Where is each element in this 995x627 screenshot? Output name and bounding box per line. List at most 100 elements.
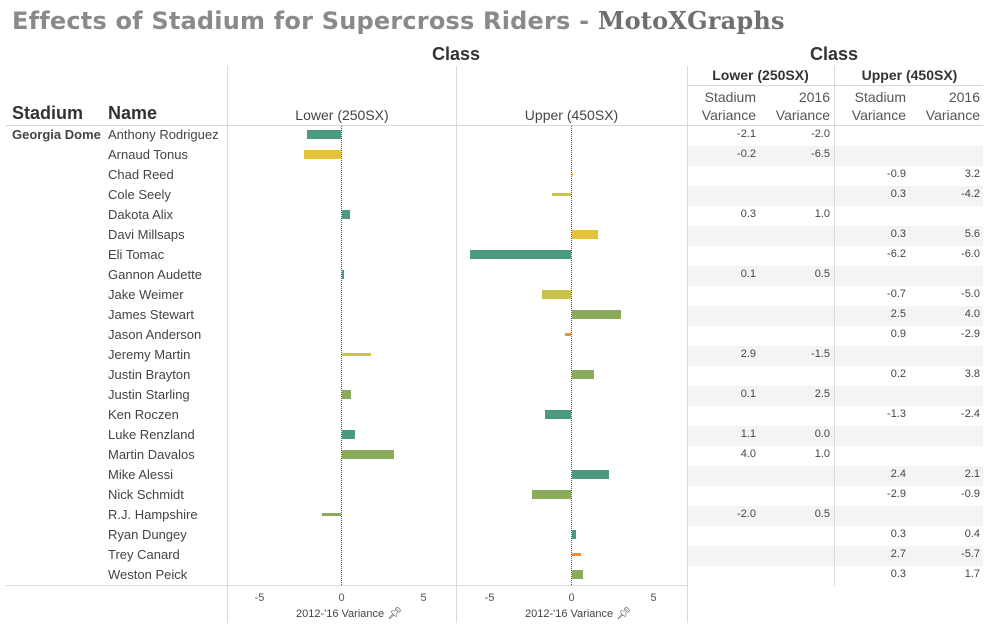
variance-bar[interactable] (541, 290, 572, 299)
rider-name: Anthony Rodriguez (108, 127, 219, 142)
variance-bar[interactable] (571, 570, 583, 579)
year-variance-value: -6.0 (961, 248, 980, 260)
year-variance-value: 1.0 (814, 208, 830, 220)
pin-icon[interactable]: 📌︎ (387, 606, 403, 620)
upper-2016-variance-header: 2016 Variance (925, 89, 980, 123)
variance-bar[interactable] (571, 553, 582, 556)
table-row-band (688, 226, 983, 246)
stadium-variance-value: 4.0 (740, 448, 756, 460)
divider-line (687, 66, 688, 623)
upper-pane-label: Upper (450SX) (524, 107, 619, 123)
stadium-variance-value: -2.9 (887, 488, 906, 500)
rider-name: Justin Starling (108, 387, 190, 402)
variance-bar[interactable] (564, 333, 572, 336)
rider-name: Luke Renzland (108, 427, 195, 442)
lower-pane-label: Lower (250SX) (295, 107, 389, 123)
variance-bar[interactable] (341, 270, 344, 279)
rider-name: Mike Alessi (108, 467, 174, 482)
variance-bar[interactable] (571, 173, 574, 176)
variance-bar[interactable] (321, 513, 342, 516)
table-row-band (688, 146, 983, 166)
year-variance-value: -4.2 (961, 188, 980, 200)
year-variance-value: 2.1 (964, 468, 980, 480)
rider-name: Trey Canard (108, 547, 180, 562)
year-variance-value: 0.0 (814, 428, 830, 440)
stadium-variance-value: -0.7 (887, 288, 906, 300)
variance-bar[interactable] (341, 450, 394, 459)
stadium-variance-value: 1.1 (740, 428, 756, 440)
chart-class-header: Class (431, 44, 481, 64)
table-row-band (688, 506, 983, 526)
table-class-header: Class (809, 44, 859, 64)
stadium-variance-value: 2.7 (890, 548, 906, 560)
stadium-variance-value: 0.3 (890, 188, 906, 200)
upper-zero-line (571, 126, 572, 585)
variance-bar[interactable] (545, 410, 572, 419)
table-row-band (688, 346, 983, 366)
variance-bar[interactable] (571, 370, 595, 379)
year-variance-value: 3.8 (964, 368, 980, 380)
variance-bar[interactable] (551, 193, 572, 196)
name-column-header: Name (108, 103, 158, 123)
variance-bar[interactable] (571, 230, 598, 239)
table-row-band (688, 306, 983, 326)
stadium-variance-value: -0.2 (737, 148, 756, 160)
pin-icon[interactable]: 📌︎ (616, 606, 632, 620)
stadium-variance-value: 0.3 (890, 528, 906, 540)
rider-name: Weston Peick (108, 567, 188, 582)
year-variance-value: 1.0 (814, 448, 830, 460)
variance-bar[interactable] (571, 530, 577, 539)
variance-bar[interactable] (303, 150, 342, 159)
year-variance-value: -1.5 (811, 348, 830, 360)
stadium-column-header: Stadium (12, 103, 84, 123)
variance-bar[interactable] (571, 310, 621, 319)
variance-bar[interactable] (341, 353, 372, 356)
rider-name: Eli Tomac (108, 247, 165, 262)
year-variance-value: -5.7 (961, 548, 980, 560)
upper-axis-title: 2012-'16 Variance 📌︎ (525, 606, 632, 620)
upper-stadium-variance-header: Stadium Variance (851, 89, 906, 123)
rider-name: Dakota Alix (108, 207, 174, 222)
variance-bar[interactable] (341, 430, 355, 439)
rider-name: Justin Brayton (108, 367, 191, 382)
variance-bar[interactable] (469, 250, 572, 259)
rider-name: Davi Millsaps (108, 227, 185, 242)
year-variance-value: 2.5 (814, 388, 830, 400)
rider-name: James Stewart (108, 307, 194, 322)
rider-name: R.J. Hampshire (108, 507, 198, 522)
stadium-variance-value: 0.3 (890, 568, 906, 580)
chart-title: Effects of Stadium for Supercross Riders… (12, 6, 785, 35)
year-variance-value: 0.5 (814, 268, 830, 280)
divider-line (6, 125, 983, 126)
variance-bar[interactable] (307, 130, 342, 139)
stadium-variance-value: -6.2 (887, 248, 906, 260)
variance-bar[interactable] (532, 490, 572, 499)
year-variance-value: -0.9 (961, 488, 980, 500)
divider-line (688, 85, 983, 86)
stadium-variance-value: 2.5 (890, 308, 906, 320)
rider-name: Cole Seely (108, 187, 171, 202)
rider-name: Martin Davalos (108, 447, 195, 462)
rider-name: Arnaud Tonus (108, 147, 188, 162)
table-row-band (688, 186, 983, 206)
axis-tick-label: -5 (254, 592, 265, 604)
stadium-variance-value: 0.3 (740, 208, 756, 220)
variance-bar[interactable] (341, 210, 350, 219)
lower-2016-variance-header: 2016 Variance (775, 89, 830, 123)
stadium-variance-value: -2.0 (737, 508, 756, 520)
variance-bar[interactable] (571, 470, 610, 479)
stadium-variance-value: -2.1 (737, 128, 756, 140)
year-variance-value: -6.5 (811, 148, 830, 160)
rider-name: Jake Weimer (108, 287, 184, 302)
year-variance-value: 1.7 (964, 568, 980, 580)
variance-bar[interactable] (341, 390, 352, 399)
rider-name: Jeremy Martin (108, 347, 191, 362)
brand-text: MotoXGraphs (597, 6, 785, 35)
divider-line (227, 66, 228, 623)
rider-name: Gannon Audette (108, 267, 202, 282)
table-row-band (688, 546, 983, 566)
table-upper-header: Upper (450SX) (861, 67, 958, 83)
year-variance-value: 5.6 (964, 228, 980, 240)
year-variance-value: -2.4 (961, 408, 980, 420)
stadium-variance-value: -0.9 (887, 168, 906, 180)
